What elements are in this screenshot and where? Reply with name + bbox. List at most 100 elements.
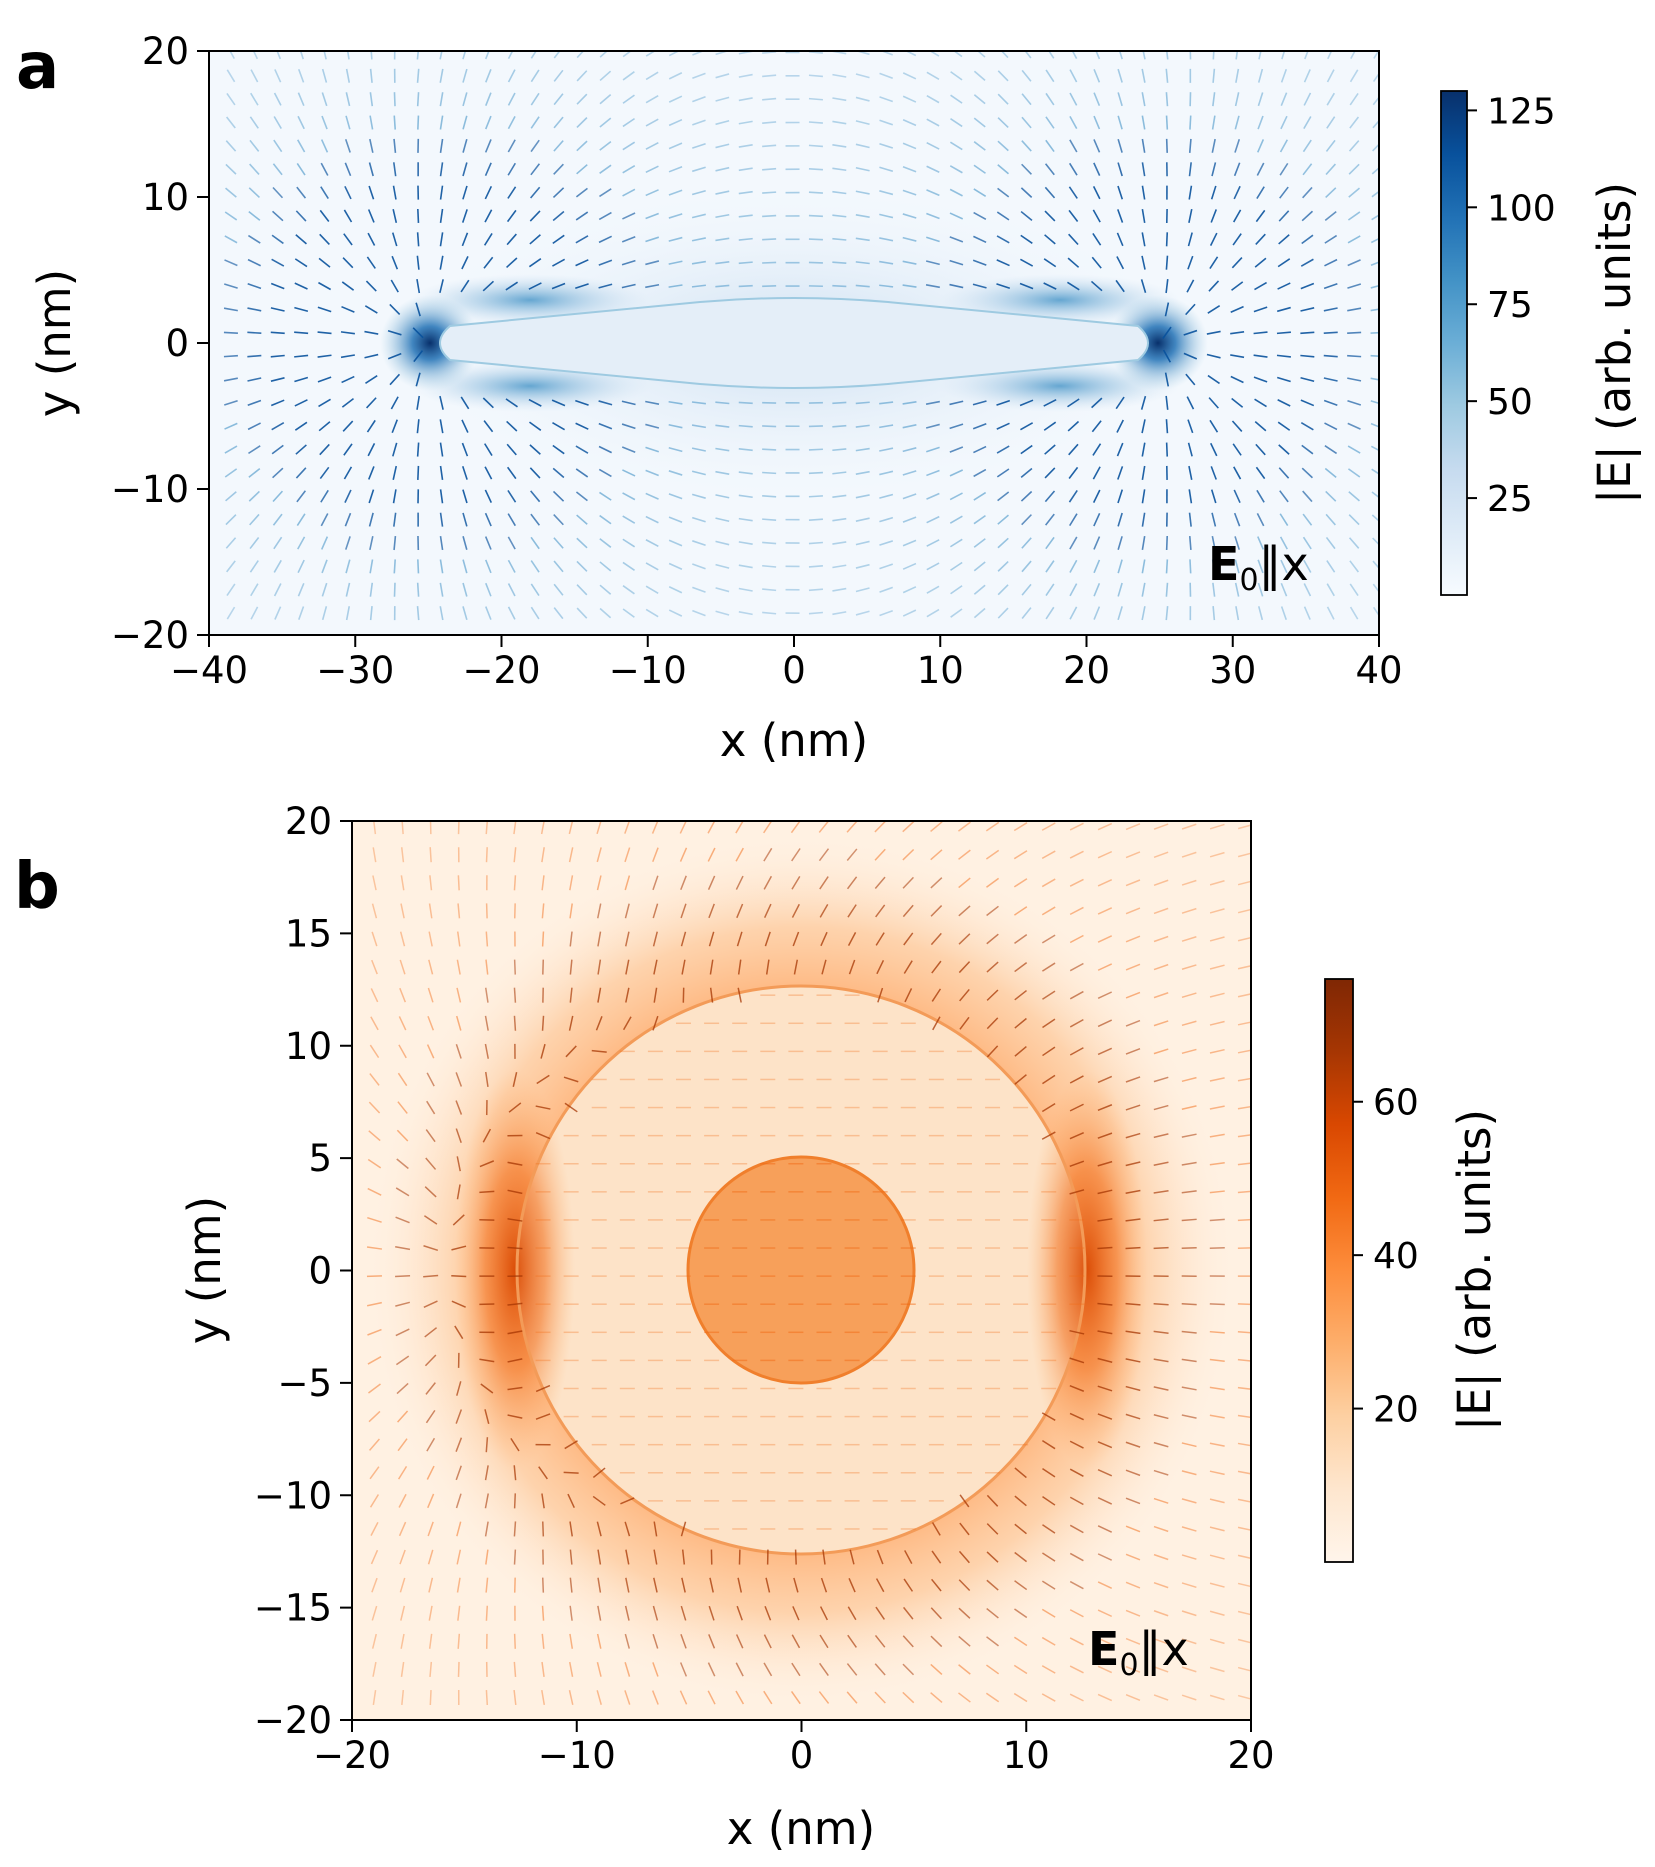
field-arrow	[1326, 560, 1336, 573]
field-arrow	[876, 1549, 884, 1565]
field-arrow	[1181, 1020, 1197, 1027]
field-arrow	[530, 139, 540, 153]
field-arrow	[391, 419, 398, 434]
field-arrow	[1323, 354, 1338, 358]
field-arrow	[1209, 880, 1225, 886]
field-arrow	[485, 931, 489, 947]
field-arrow	[1069, 116, 1078, 130]
field-arrow	[762, 541, 777, 545]
field-arrow	[576, 70, 588, 82]
field-arrow	[958, 1550, 970, 1564]
field-arrow	[484, 559, 492, 574]
field-arrow	[691, 401, 706, 405]
field-arrow	[1277, 282, 1291, 290]
field-arrow	[958, 1579, 971, 1592]
field-arrow	[875, 1578, 885, 1593]
field-arrow	[1181, 1303, 1197, 1306]
field-arrow	[738, 517, 753, 522]
field-arrow	[645, 562, 659, 571]
field-arrow	[341, 305, 355, 313]
field-arrow	[762, 425, 777, 428]
field-arrow	[1125, 1104, 1141, 1111]
field-arrow	[1097, 1609, 1113, 1618]
field-arrow	[621, 283, 636, 289]
field-arrow	[1212, 68, 1216, 83]
field-arrow	[276, 51, 282, 60]
field-arrow	[223, 354, 238, 358]
field-arrow	[596, 1633, 602, 1649]
field-arrow	[298, 606, 305, 620]
field-arrow	[451, 1300, 466, 1308]
field-arrow	[790, 821, 801, 834]
field-arrow	[1232, 443, 1242, 456]
field-arrow	[735, 1690, 745, 1705]
field-arrow	[598, 283, 613, 289]
field-arrow	[297, 92, 305, 106]
field-arrow	[926, 515, 940, 524]
field-arrow	[270, 354, 285, 358]
colorbar-tick-label: 125	[1487, 91, 1556, 132]
field-arrow	[455, 1409, 463, 1424]
field-arrow	[949, 400, 964, 406]
field-arrow	[952, 51, 963, 58]
field-arrow	[1097, 935, 1113, 943]
field-arrow	[622, 212, 636, 220]
field-arrow	[930, 1635, 943, 1648]
field-arrow	[462, 138, 468, 153]
field-arrow	[416, 279, 421, 294]
field-arrow	[1372, 583, 1379, 593]
field-arrow	[645, 608, 659, 618]
field-arrow	[737, 1577, 743, 1593]
field-arrow	[575, 399, 589, 406]
field-arrow	[428, 1605, 433, 1621]
field-arrow	[1013, 850, 1028, 860]
field-arrow	[808, 51, 823, 54]
field-arrow	[513, 1465, 517, 1481]
field-arrow	[709, 959, 714, 975]
field-arrow	[530, 606, 540, 620]
field-arrow	[949, 212, 964, 220]
field-arrow	[622, 71, 635, 81]
field-arrow	[926, 539, 940, 547]
field-arrow	[368, 1101, 381, 1114]
field-arrow	[1142, 51, 1146, 60]
field-arrow	[424, 1186, 437, 1198]
field-arrow	[950, 585, 963, 595]
field-arrow	[226, 92, 236, 106]
field-arrow	[791, 903, 800, 918]
field-arrow	[1093, 559, 1101, 574]
field-arrow	[576, 140, 588, 152]
field-arrow	[715, 284, 730, 288]
field-arrow	[715, 190, 730, 195]
field-arrow	[479, 1358, 495, 1363]
field-arrow	[399, 987, 407, 1003]
field-arrow	[1069, 906, 1084, 916]
field-arrow	[680, 903, 687, 919]
field-arrow	[1020, 490, 1033, 502]
field-arrow	[949, 259, 964, 266]
field-arrow	[1097, 1047, 1113, 1056]
field-arrow	[599, 188, 612, 198]
x-tick-label: 40	[1355, 649, 1402, 692]
field-arrow	[1230, 354, 1245, 359]
field-arrow	[224, 445, 238, 454]
field-arrow	[1300, 258, 1314, 267]
field-arrow	[321, 559, 328, 574]
field-arrow	[507, 115, 516, 130]
field-arrow	[622, 492, 636, 501]
field-arrow	[1232, 233, 1242, 246]
field-arrow	[879, 424, 894, 429]
field-arrow	[553, 514, 564, 526]
field-arrow	[398, 1521, 407, 1537]
field-arrow	[297, 582, 305, 597]
field-arrow	[1041, 822, 1056, 831]
field-arrow	[598, 400, 613, 406]
field-arrow	[1326, 583, 1335, 597]
field-arrow	[1045, 69, 1055, 83]
field-arrow	[400, 1605, 406, 1621]
field-arrow	[1069, 1496, 1084, 1506]
field-arrow	[1141, 559, 1146, 574]
field-arrow	[371, 903, 378, 919]
field-arrow	[416, 51, 420, 60]
field-arrow	[1097, 1665, 1113, 1674]
